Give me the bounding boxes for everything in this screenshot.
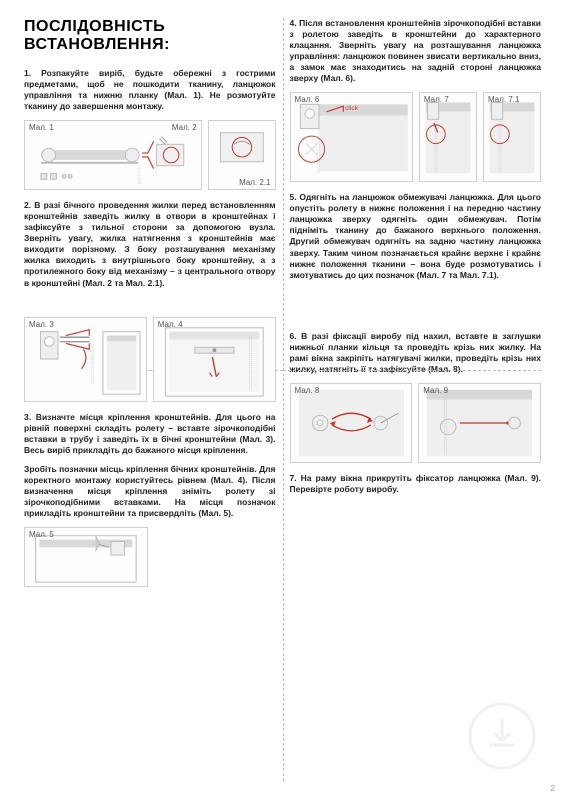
illus-label: Мал. 6: [295, 95, 320, 104]
step-5-text: 5. Одягніть на ланцюжок обмежувачі ланцю…: [290, 192, 542, 280]
spacer: [154, 527, 276, 587]
illus-label: Мал. 4: [158, 320, 183, 329]
illustration-5: Мал. 5: [24, 527, 148, 587]
step-1-text: 1. Розпакуйте виріб, будьте обережні з г…: [24, 68, 276, 112]
step-2-text: 2. В разі бічного проведення жилки перед…: [24, 200, 276, 288]
illustration-4: Мал. 4: [153, 317, 276, 402]
illus-label: Мал. 2.1: [239, 178, 270, 187]
illus-label: Мал. 7.1: [488, 95, 519, 104]
illustration-3: Мал. 3: [24, 317, 147, 402]
illus-label: Мал. 8: [295, 386, 320, 395]
illus-label: Мал. 7: [424, 95, 449, 104]
step-7-text: 7. На раму вікна прикрутіть фіксатор лан…: [290, 473, 542, 495]
illus-row-5: Мал. 8 Мал. 9: [290, 383, 542, 463]
illus-row-4: Мал. 6 click Мал. 7: [290, 92, 542, 182]
step-3-text-a: 3. Визначте місця кріплення кронштейнів.…: [24, 412, 276, 456]
instruction-page: ПОСЛІДОВНІСТЬ ВСТАНОВЛЕННЯ: 1. Розпакуйт…: [0, 0, 565, 799]
illus-label: Мал. 5: [29, 530, 54, 539]
illus-row-3: Мал. 5: [24, 527, 276, 587]
illustration-8: Мал. 8: [290, 383, 413, 463]
illustration-1: Мал. 1 Мал. 2: [24, 120, 202, 190]
illustration-7-1: Мал. 7.1: [483, 92, 541, 182]
horizontal-divider-right: [283, 370, 542, 371]
illustration-2-1: Мал. 2.1: [208, 120, 276, 190]
left-column: ПОСЛІДОВНІСТЬ ВСТАНОВЛЕННЯ: 1. Розпакуйт…: [24, 18, 276, 785]
illus-label: Мал. 2: [172, 123, 197, 132]
click-label: click: [345, 105, 358, 112]
step-4-text: 4. Після встановлення кронштейнів зірочк…: [290, 18, 542, 84]
page-title: ПОСЛІДОВНІСТЬ ВСТАНОВЛЕННЯ:: [24, 18, 276, 54]
page-number: 2: [551, 784, 555, 793]
illustration-7: Мал. 7: [419, 92, 477, 182]
step-6-text: 6. В разі фіксації виробу під нахил, вст…: [290, 331, 542, 375]
illus-row-1: Мал. 1 Мал. 2: [24, 120, 276, 190]
step-3-text-b: Зробіть позначки місць кріплення бічних …: [24, 464, 276, 519]
illustration-9: Мал. 9: [418, 383, 541, 463]
illus-label: Мал. 9: [423, 386, 448, 395]
right-column: 4. Після встановлення кронштейнів зірочк…: [290, 18, 542, 785]
vertical-divider: [283, 18, 284, 781]
illus-label: Мал. 3: [29, 320, 54, 329]
illustration-6: Мал. 6 click: [290, 92, 413, 182]
illus-row-2: Мал. 3 Мал. 4: [24, 317, 276, 402]
illus-label: Мал. 1: [29, 123, 54, 132]
